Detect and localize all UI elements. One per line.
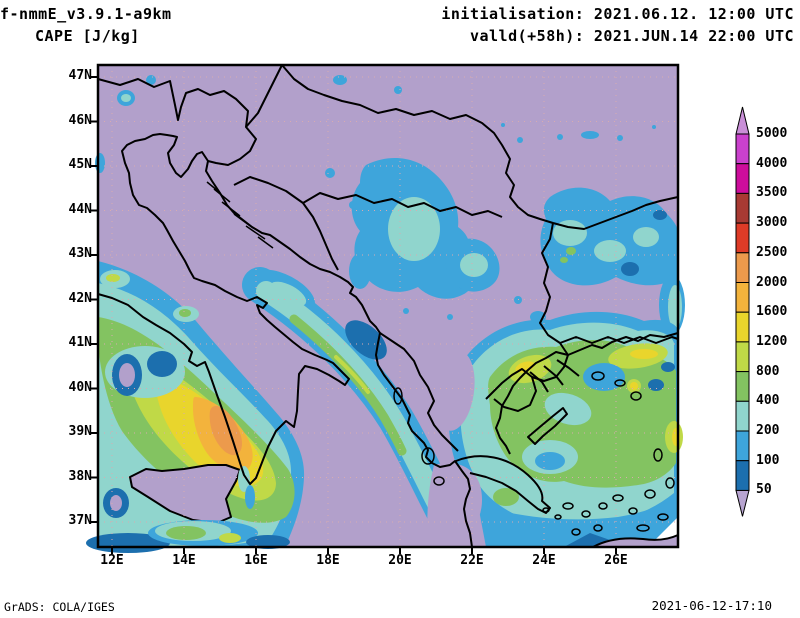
- colorbar-tick-label: 2500: [756, 244, 788, 260]
- north-aegean-coastline: [495, 332, 679, 455]
- lon-tick-label: 26E: [604, 553, 628, 568]
- aegean-islands: [393, 371, 675, 536]
- map-border: [96, 63, 680, 549]
- croatian-islands: [206, 181, 274, 249]
- lat-tick-label: 44N: [68, 201, 92, 217]
- creation-timestamp: 2021-06-12-17:10: [651, 598, 772, 613]
- colorbar-tick-label: 3500: [756, 185, 788, 201]
- model-title: f-nmmE_v3.9.1-a9km: [0, 5, 172, 23]
- evia-island: [527, 407, 568, 445]
- lat-tick-label: 38N: [68, 468, 92, 484]
- corinth-attica-coastline: [455, 455, 551, 514]
- adriatic-coastline: [97, 133, 473, 548]
- colorbar-tick-label: 1600: [756, 304, 788, 320]
- lat-tick-label: 39N: [68, 424, 92, 439]
- lon-tick-label: 24E: [532, 553, 556, 568]
- colorbar-tick-label: 400: [756, 393, 780, 409]
- lon-tick-label: 12E: [100, 553, 124, 568]
- colorbar-tick-label: 3000: [756, 215, 788, 231]
- lat-tick-label: 37N: [68, 513, 92, 528]
- lon-tick-label: 22E: [460, 553, 484, 568]
- lat-tick-label: 47N: [68, 68, 92, 83]
- valid-time-label: valld(+58h): 2021.JUN.14 22:00 UTC: [469, 27, 794, 45]
- map-plot-area: [86, 63, 685, 554]
- sicily-outline: [129, 464, 241, 524]
- colorbar-tick-label: 100: [756, 452, 780, 468]
- colorbar-tick-label: 200: [756, 423, 780, 438]
- coastlines: [97, 133, 679, 548]
- grads-credit: GrADS: COLA/IGES: [4, 600, 115, 614]
- cape-map: [86, 63, 685, 554]
- cape-colorbar: 5000 4000 3500 3000 2500 2000 1600 1200 800 400 20…: [734, 95, 800, 527]
- init-time-label: initialisation: 2021.06.12. 12:00 UTC: [441, 5, 794, 23]
- colorbar-graphic: [735, 106, 750, 517]
- lat-tick-label: 41N: [68, 335, 92, 350]
- colorbar-tick-label: 800: [756, 363, 780, 379]
- lat-tick-label: 42N: [68, 290, 92, 306]
- lon-tick-label: 14E: [172, 553, 196, 568]
- lon-tick-label: 18E: [316, 553, 340, 568]
- lon-tick-label: 16E: [244, 553, 268, 568]
- lat-tick-label: 43N: [68, 246, 92, 261]
- lon-tick-label: 20E: [388, 553, 412, 568]
- lat-tick-label: 40N: [68, 379, 92, 395]
- colorbar-tick-label: 4000: [756, 155, 788, 171]
- colorbar-tick-label: 2000: [756, 274, 788, 290]
- lat-tick-label: 45N: [68, 157, 92, 172]
- lat-tick-label: 46N: [68, 112, 92, 128]
- colorbar-tick-label: 1200: [756, 333, 788, 349]
- crete-coastline: [592, 534, 679, 548]
- colorbar-tick-label: 50: [756, 482, 772, 498]
- variable-title: CAPE [J/kg]: [35, 27, 140, 45]
- colorbar-tick-label: 5000: [756, 126, 788, 141]
- country-borders: [97, 64, 679, 452]
